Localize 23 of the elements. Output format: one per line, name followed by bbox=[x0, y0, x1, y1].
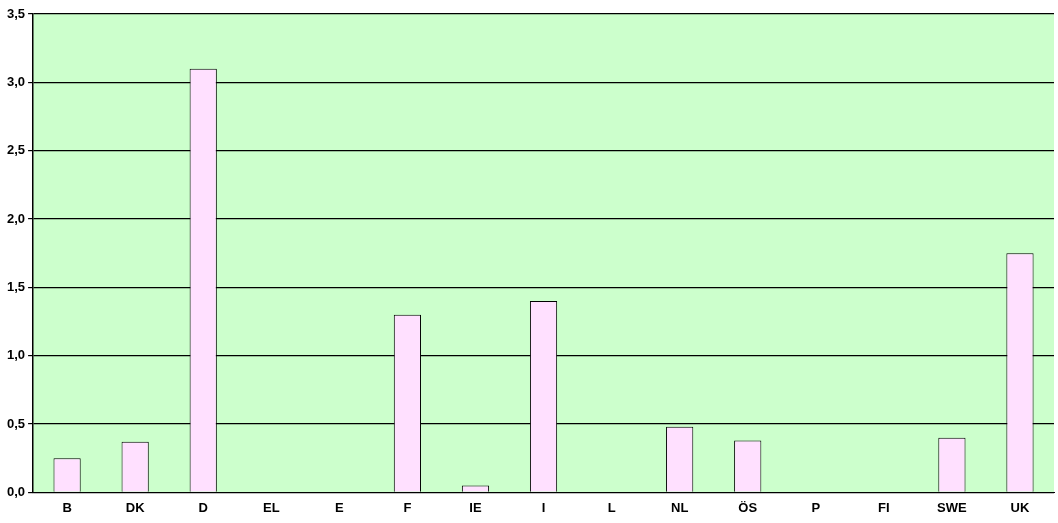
y-tick-label: 2,0 bbox=[6, 210, 26, 226]
x-tick-label: F bbox=[403, 499, 412, 515]
x-tick-label: IE bbox=[469, 499, 482, 515]
y-tick-label: 1,0 bbox=[6, 347, 26, 363]
x-tick-label: NL bbox=[670, 499, 689, 515]
x-tick-label: I bbox=[541, 499, 546, 515]
y-tick-label: 3,0 bbox=[6, 73, 26, 89]
x-tick-label: SWE bbox=[937, 499, 968, 515]
x-tick-label: B bbox=[62, 499, 72, 515]
y-tick-label: 2,5 bbox=[6, 142, 26, 158]
x-tick-label: D bbox=[198, 499, 208, 515]
x-tick-label: UK bbox=[1010, 499, 1030, 515]
x-tick-label: E bbox=[335, 499, 345, 515]
x-tick-label: DK bbox=[125, 499, 146, 515]
x-tick-label: FI bbox=[878, 499, 890, 515]
y-tick-label: 0,5 bbox=[6, 415, 26, 431]
x-tick-label: EL bbox=[262, 499, 280, 515]
y-tick-label: 1,5 bbox=[6, 278, 26, 294]
x-tick-label: ÖS bbox=[738, 499, 758, 515]
y-tick-label: 0,0 bbox=[6, 483, 26, 499]
x-tick-label: L bbox=[607, 499, 616, 515]
y-tick-label: 3,5 bbox=[6, 5, 26, 21]
x-tick-label: P bbox=[811, 499, 821, 515]
